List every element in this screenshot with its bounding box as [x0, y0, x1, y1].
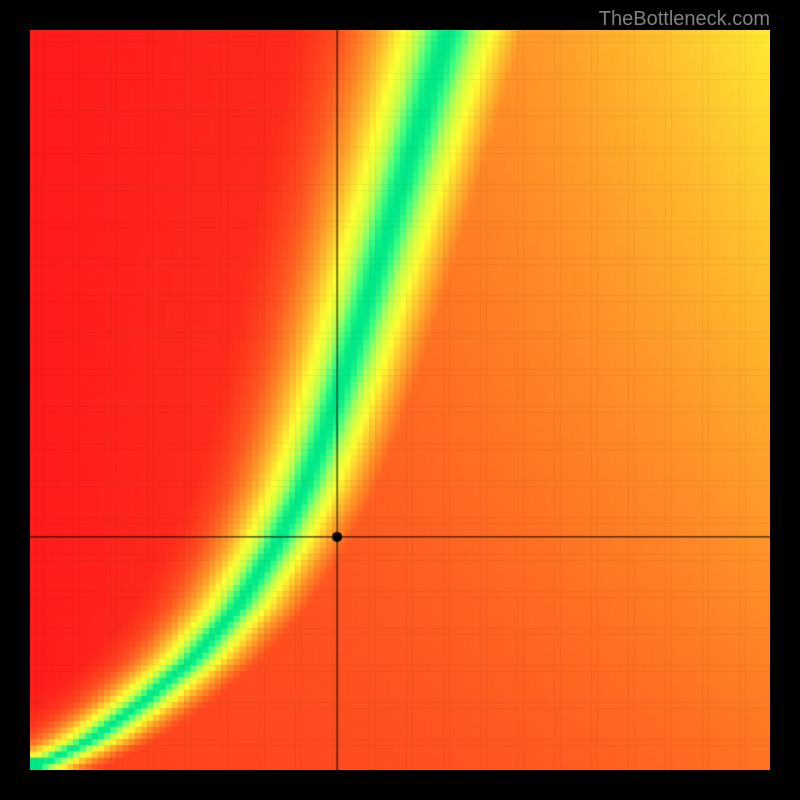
chart-container: TheBottleneck.com — [0, 0, 800, 800]
watermark-text: TheBottleneck.com — [599, 8, 770, 31]
bottleneck-heatmap — [30, 30, 770, 770]
